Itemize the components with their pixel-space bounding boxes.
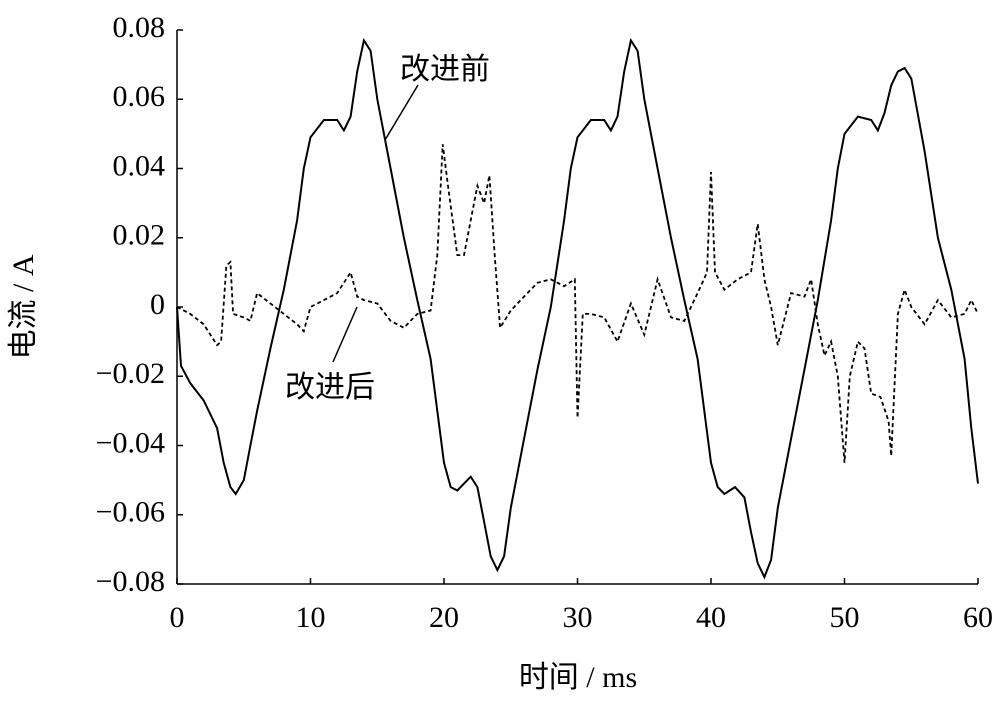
x-tick-label: 0 (170, 601, 185, 634)
line-series (176, 37, 979, 580)
x-tick-label: 20 (429, 601, 459, 634)
series-label: 改进前 (400, 53, 490, 86)
x-tick-label: 50 (830, 601, 860, 634)
annotation-leader (332, 306, 358, 363)
y-tick-label: 0.02 (113, 219, 166, 252)
x-tick-label: 30 (563, 601, 593, 634)
x-tick-label: 60 (963, 601, 993, 634)
line-series (176, 144, 979, 463)
y-tick-label: −0.08 (96, 565, 165, 598)
x-tick-label: 10 (296, 601, 326, 634)
y-tick-label: −0.06 (96, 496, 165, 529)
y-tick-label: 0.06 (113, 80, 166, 113)
y-axis-label: 电流 / A (7, 254, 40, 359)
x-tick-label: 40 (696, 601, 726, 634)
y-tick-label: 0.08 (113, 11, 166, 44)
y-tick-label: 0 (150, 288, 165, 321)
x-axis-label: 时间 / ms (519, 661, 637, 694)
y-tick-label: −0.04 (96, 426, 165, 459)
y-tick-label: −0.02 (96, 357, 165, 390)
y-tick-label: 0.04 (113, 149, 166, 182)
series-label: 改进后 (285, 371, 375, 404)
annotation-leader (384, 84, 419, 141)
